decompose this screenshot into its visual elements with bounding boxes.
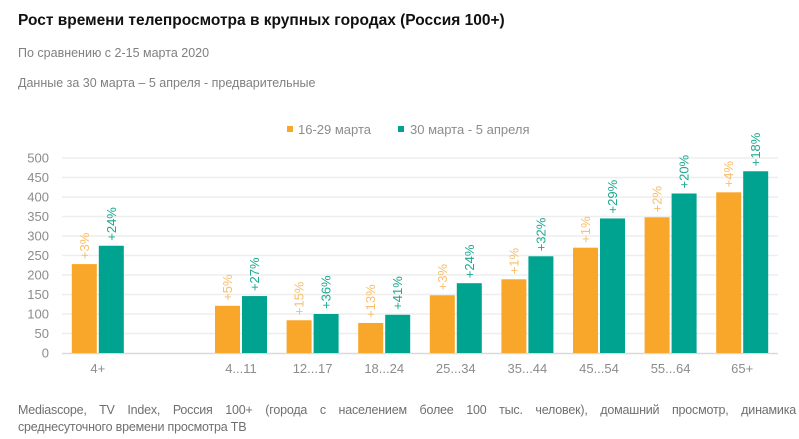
legend-swatch-series-1 bbox=[287, 126, 293, 132]
y-tick-label: 150 bbox=[27, 287, 49, 302]
x-category-label: 25...34 bbox=[436, 361, 476, 376]
bar-series-1 bbox=[716, 192, 742, 353]
y-tick-label: 500 bbox=[27, 151, 49, 166]
data-label-series-2: +36% bbox=[319, 275, 334, 309]
bar-series-1 bbox=[429, 295, 455, 353]
data-labels: +3% +24% +5% +27% +15% +36% +13% +41% +3% +24% +1%… bbox=[77, 132, 763, 318]
data-label-series-2: +24% bbox=[104, 207, 119, 241]
data-label-series-1: +5% bbox=[220, 274, 235, 301]
y-tick-label: 50 bbox=[35, 326, 49, 341]
bar-series-2 bbox=[98, 245, 124, 353]
x-category-label: 4...11 bbox=[225, 361, 257, 376]
y-tick-label: 300 bbox=[27, 229, 49, 244]
y-tick-label: 400 bbox=[27, 190, 49, 205]
data-label-series-1: +1% bbox=[506, 247, 521, 274]
data-label-series-1: +15% bbox=[292, 281, 307, 315]
legend: 16-29 марта 30 марта - 5 апреля bbox=[287, 122, 530, 137]
y-tick-label: 0 bbox=[42, 346, 49, 361]
legend-swatch-series-2 bbox=[398, 126, 404, 132]
y-axis-ticks: 0 50 100 150 200 250 300 350 400 450 500 bbox=[27, 151, 49, 361]
x-category-label: 45...54 bbox=[579, 361, 619, 376]
chart-source-note: Mediascope, TV Index, Россия 100+ (город… bbox=[18, 402, 799, 436]
data-label-series-1: +3% bbox=[435, 263, 450, 290]
data-label-series-1: +13% bbox=[363, 284, 378, 318]
data-label-series-2: +27% bbox=[247, 257, 262, 291]
y-tick-label: 350 bbox=[27, 209, 49, 224]
data-label-series-1: +4% bbox=[721, 160, 736, 187]
x-category-label: 12...17 bbox=[293, 361, 333, 376]
data-label-series-1: +2% bbox=[650, 185, 665, 212]
legend-label-series-2: 30 марта - 5 апреля bbox=[410, 122, 530, 137]
bar-series-1 bbox=[573, 247, 598, 353]
y-tick-label: 250 bbox=[27, 248, 49, 263]
data-label-series-2: +24% bbox=[462, 244, 477, 278]
x-axis-categories: 4+ 4...11 12...17 18...24 25...34 35...44 45..… bbox=[90, 361, 753, 376]
data-label-series-1: +1% bbox=[578, 216, 593, 243]
x-category-label: 4+ bbox=[90, 361, 105, 376]
chart-subtitle-comparison: По сравнению с 2-15 марта 2020 bbox=[18, 46, 210, 60]
chart-subtitle-data-note: Данные за 30 марта – 5 апреля - предвари… bbox=[18, 76, 316, 90]
chart-title: Рост времени телепросмотра в крупных гор… bbox=[18, 12, 505, 29]
bar-series-2 bbox=[671, 193, 697, 353]
y-tick-label: 200 bbox=[27, 268, 49, 283]
bars bbox=[71, 171, 769, 353]
source-note-line-2: среднесуточного времени просмотра ТВ bbox=[18, 420, 247, 434]
bar-series-1 bbox=[644, 217, 670, 353]
bar-series-1 bbox=[71, 264, 97, 353]
data-label-series-2: +29% bbox=[605, 179, 620, 213]
bar-chart: 0 50 100 150 200 250 300 350 400 450 500 +3% +24% +5… bbox=[27, 122, 778, 376]
bar-series-2 bbox=[242, 296, 267, 353]
x-category-label: 55...64 bbox=[651, 361, 691, 376]
legend-label-series-1: 16-29 марта bbox=[298, 122, 372, 137]
source-note-line-1: Mediascope, TV Index, Россия 100+ (город… bbox=[18, 403, 796, 417]
bar-series-2 bbox=[385, 314, 411, 353]
x-category-label: 65+ bbox=[731, 361, 753, 376]
y-tick-label: 100 bbox=[27, 307, 49, 322]
bar-series-1 bbox=[215, 305, 240, 353]
bar-series-1 bbox=[358, 322, 384, 353]
y-tick-label: 450 bbox=[27, 170, 49, 185]
bar-series-1 bbox=[286, 320, 312, 353]
data-label-series-2: +20% bbox=[677, 154, 692, 188]
bar-series-2 bbox=[600, 218, 625, 353]
bar-series-2 bbox=[528, 256, 554, 353]
x-category-label: 35...44 bbox=[508, 361, 548, 376]
data-label-series-2: +41% bbox=[390, 276, 405, 310]
bar-series-2 bbox=[313, 314, 339, 353]
gridlines bbox=[62, 157, 778, 355]
data-label-series-1: +3% bbox=[77, 232, 92, 259]
x-category-label: 18...24 bbox=[364, 361, 404, 376]
bar-series-2 bbox=[743, 171, 769, 353]
data-label-series-2: +18% bbox=[748, 132, 763, 166]
data-label-series-2: +32% bbox=[533, 217, 548, 251]
bar-series-1 bbox=[501, 279, 527, 353]
bar-series-2 bbox=[456, 283, 482, 353]
